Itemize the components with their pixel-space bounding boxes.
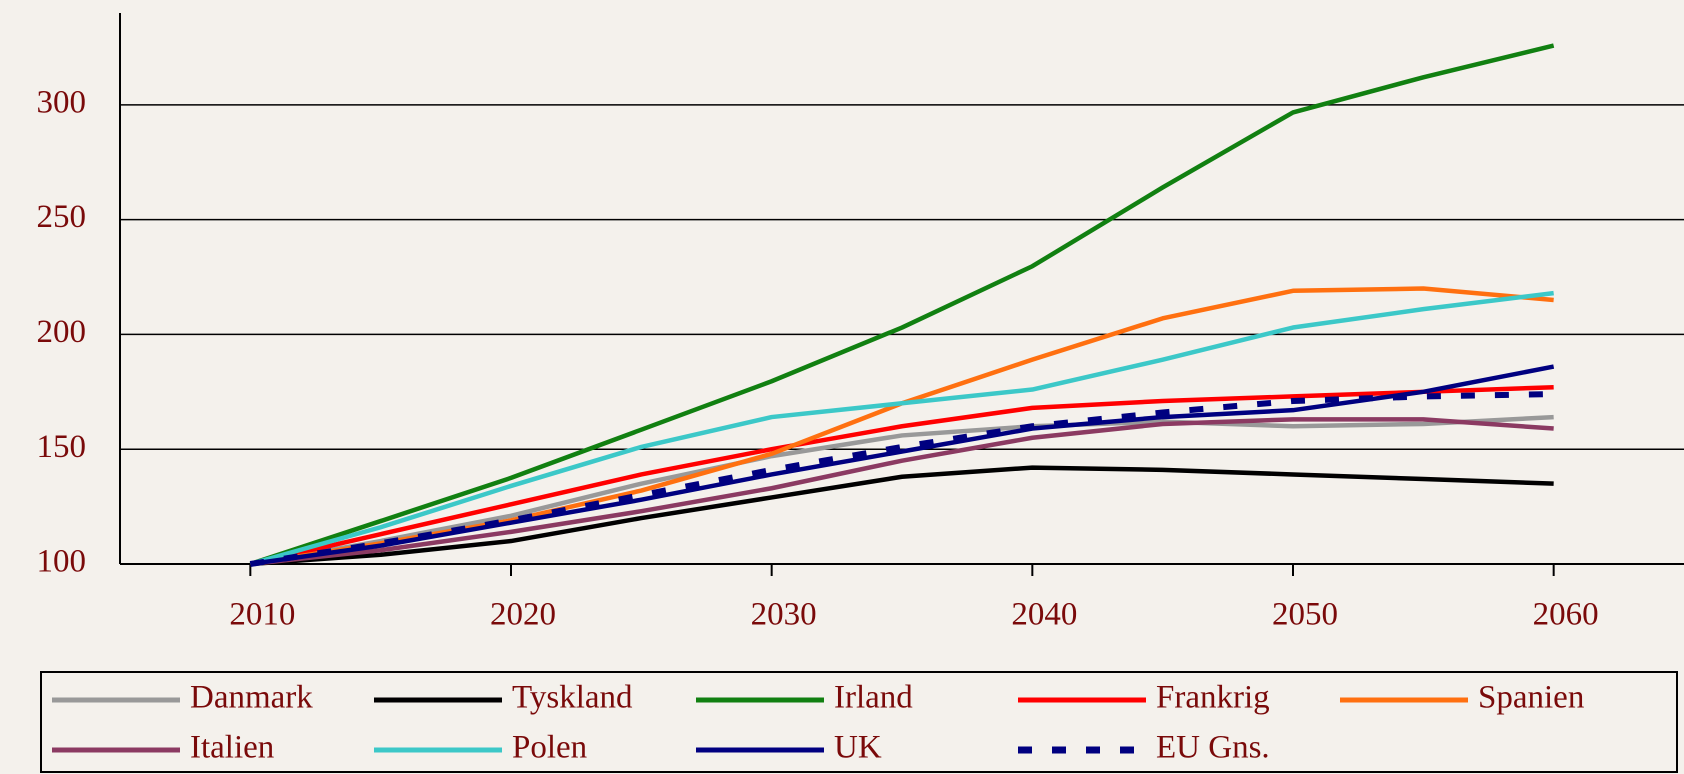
y-tick-label: 250 xyxy=(37,199,87,235)
series-line xyxy=(249,414,1554,567)
legend-label: Italien xyxy=(190,730,274,766)
legend-box xyxy=(40,671,1678,773)
legend-label: Tyskland xyxy=(512,680,633,716)
series-line xyxy=(250,465,1554,567)
y-tick-label: 300 xyxy=(37,84,87,120)
x-tick-label: 2010 xyxy=(229,597,295,633)
legend-label: UK xyxy=(834,730,882,766)
legend-label: Irland xyxy=(834,680,913,716)
legend-label: EU Gns. xyxy=(1156,730,1270,766)
series-line xyxy=(249,43,1555,567)
legend-label: Danmark xyxy=(190,680,313,716)
x-tick-label: 2040 xyxy=(1011,597,1077,633)
x-tick-label: 2020 xyxy=(490,597,556,633)
x-tick-label: 2060 xyxy=(1533,597,1599,633)
legend-label: Polen xyxy=(512,730,587,766)
series-line xyxy=(249,384,1554,567)
series-line xyxy=(250,417,1554,567)
y-tick-label: 150 xyxy=(37,429,87,465)
series-line xyxy=(249,391,1554,567)
legend-label: Spanien xyxy=(1478,680,1584,716)
y-tick-label: 100 xyxy=(37,544,87,580)
legend-label: Frankrig xyxy=(1156,680,1270,716)
series-line xyxy=(249,290,1554,567)
y-tick-label: 200 xyxy=(37,314,87,350)
x-tick-label: 2030 xyxy=(751,597,817,633)
series-line xyxy=(250,364,1555,567)
x-tick-label: 2050 xyxy=(1272,597,1338,633)
